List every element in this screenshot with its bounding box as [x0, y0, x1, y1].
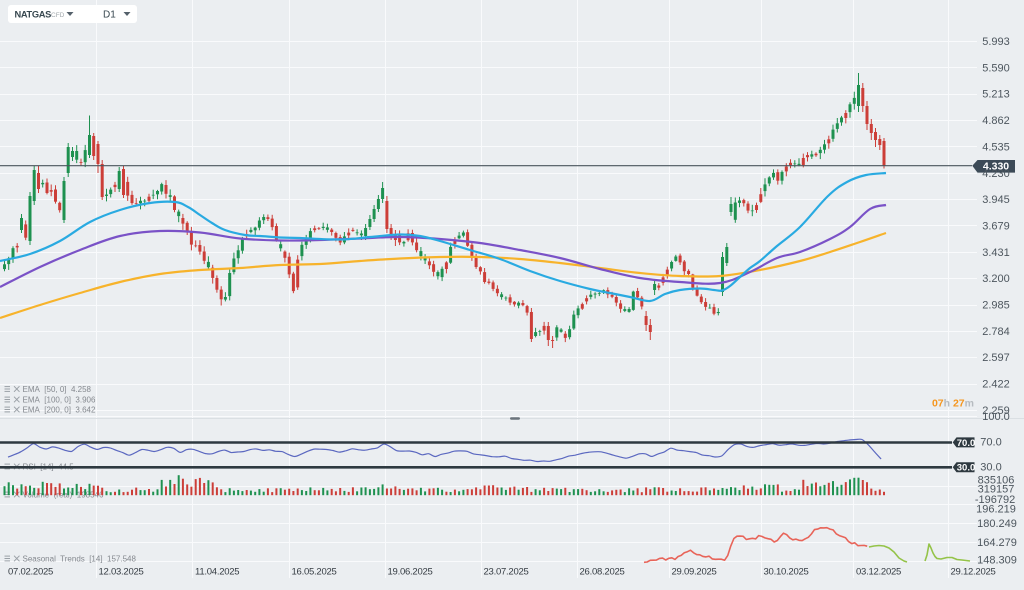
svg-text:3.431: 3.431 — [982, 247, 1010, 259]
svg-text:4.862: 4.862 — [982, 115, 1010, 127]
svg-text:180.249: 180.249 — [977, 518, 1017, 530]
svg-text:319157: 319157 — [978, 483, 1015, 495]
svg-text:2.985: 2.985 — [982, 300, 1010, 312]
svg-text:2.597: 2.597 — [982, 352, 1010, 364]
svg-text:EMA [100, 0] 3.906: EMA [100, 0] 3.906 — [23, 396, 96, 405]
svg-text:70.0: 70.0 — [957, 438, 976, 449]
svg-text:4.230: 4.230 — [982, 168, 1010, 180]
svg-text:-196792: -196792 — [975, 494, 1015, 506]
svg-text:03.12.2025: 03.12.2025 — [856, 567, 901, 578]
svg-text:23.07.2025: 23.07.2025 — [484, 567, 529, 578]
svg-text:26.08.2025: 26.08.2025 — [580, 567, 625, 578]
svg-text:EMA [50, 0] 4.258: EMA [50, 0] 4.258 — [23, 385, 92, 394]
svg-text:30.0: 30.0 — [957, 463, 976, 474]
svg-text:5.590: 5.590 — [982, 62, 1010, 74]
svg-text:196.219: 196.219 — [976, 503, 1016, 515]
svg-text:148.309: 148.309 — [977, 555, 1017, 567]
svg-text:5.993: 5.993 — [982, 36, 1010, 48]
svg-text:NATGAS: NATGAS — [15, 9, 52, 19]
svg-text:30.10.2025: 30.10.2025 — [764, 567, 809, 578]
svg-text:2.422: 2.422 — [982, 379, 1010, 391]
svg-text:D1: D1 — [103, 10, 116, 21]
svg-text:16.05.2025: 16.05.2025 — [292, 567, 337, 578]
svg-text:2.259: 2.259 — [982, 405, 1010, 417]
svg-text:164.279: 164.279 — [977, 537, 1017, 549]
svg-text:100.0: 100.0 — [982, 411, 1010, 423]
svg-text:19.06.2025: 19.06.2025 — [388, 567, 433, 578]
svg-text:835106: 835106 — [978, 475, 1015, 487]
svg-text:12.03.2025: 12.03.2025 — [99, 567, 144, 578]
svg-text:3.679: 3.679 — [982, 221, 1010, 233]
svg-text:30.0: 30.0 — [980, 462, 1001, 474]
svg-text:5.213: 5.213 — [982, 89, 1010, 101]
svg-text:3.200: 3.200 — [982, 273, 1010, 285]
svg-text:3.945: 3.945 — [982, 194, 1010, 206]
svg-text:CFD: CFD — [51, 12, 65, 19]
svg-text:4.330: 4.330 — [983, 161, 1009, 173]
svg-text:2.784: 2.784 — [982, 326, 1010, 338]
svg-text:11.04.2025: 11.04.2025 — [195, 567, 239, 578]
svg-text:EMA [200, 0] 3.642: EMA [200, 0] 3.642 — [23, 406, 96, 415]
svg-text:29.09.2025: 29.09.2025 — [672, 567, 717, 578]
svg-text:29.12.2025: 29.12.2025 — [951, 567, 996, 578]
svg-text:70.0: 70.0 — [980, 437, 1001, 449]
svg-text:4.535: 4.535 — [982, 141, 1010, 153]
svg-text:Seasonal Trends [14] 157.54: Seasonal Trends [14] 157.548 — [23, 555, 137, 564]
svg-text:07h 27m: 07h 27m — [932, 398, 974, 410]
svg-text:07.02.2025: 07.02.2025 — [8, 567, 53, 578]
